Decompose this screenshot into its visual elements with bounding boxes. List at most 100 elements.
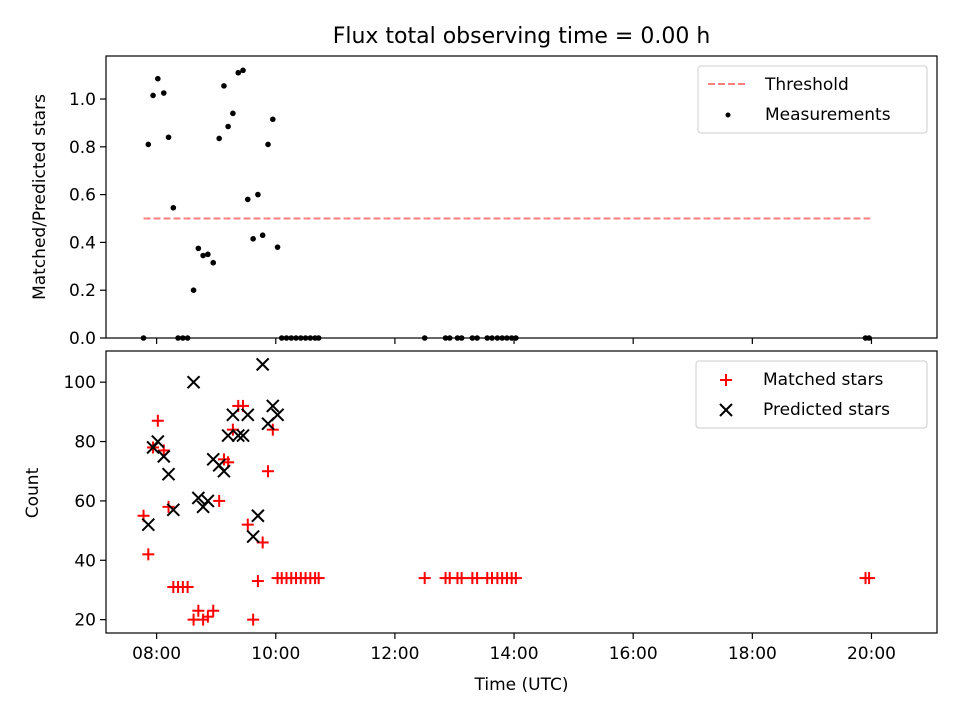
predicted-stars-series	[141, 357, 285, 544]
measurement-point	[244, 196, 251, 203]
bottom-panel: 20 40 60 80 100 08:00 10:00 12:00 14:00 16:00 18:0…	[64, 350, 938, 664]
top-axes-frame	[105, 55, 938, 339]
predicted-stars-point	[241, 408, 255, 422]
predicted-stars-point	[246, 529, 260, 544]
measurement-point	[230, 110, 236, 117]
top-ytick-label: 0.0	[69, 329, 96, 349]
bottom-axes-frame	[105, 350, 938, 634]
top-panel: 0.0 0.2 0.4 0.6 0.8 1.0	[69, 55, 938, 349]
matched-stars-legend-label: Matched stars	[763, 370, 883, 390]
measurement-point	[145, 141, 152, 148]
threshold-legend-label: Threshold	[764, 75, 849, 95]
matched-stars-point	[207, 604, 220, 617]
predicted-stars-point	[201, 494, 215, 508]
bottom-legend-frame	[695, 360, 928, 429]
measurement-point	[250, 236, 256, 242]
top-ytick-label: 0.6	[69, 186, 96, 206]
x-axis-label: Time (UTC)	[474, 675, 569, 695]
measurement-point	[216, 135, 222, 142]
xtick-label: 08:00	[132, 644, 181, 664]
xtick-label: 12:00	[370, 644, 419, 664]
bottom-ytick-label: 100	[64, 373, 96, 393]
predicted-stars-point	[151, 434, 165, 449]
bottom-ylabel: Count	[23, 467, 43, 518]
top-ylabel: Matched/Predicted stars	[30, 94, 50, 300]
top-legend-frame	[697, 65, 928, 134]
top-ytick-label: 1.0	[69, 90, 96, 110]
matched-stars-point	[213, 494, 226, 507]
top-ytick-label: 0.2	[69, 281, 96, 301]
xtick-label: 14:00	[490, 644, 539, 664]
measurement-point	[190, 287, 197, 294]
bottom-ytick-label: 20	[74, 611, 96, 631]
matched-stars-point	[241, 518, 254, 531]
measurement-point	[170, 204, 177, 211]
measurement-point	[225, 123, 231, 130]
matched-stars-point	[262, 465, 275, 478]
xtick-label: 10:00	[251, 644, 300, 664]
measurement-point	[274, 244, 281, 250]
measurement-point	[221, 83, 227, 89]
bottom-ytick-label: 60	[74, 492, 96, 512]
measurement-point	[235, 69, 242, 76]
measurements-legend-icon	[725, 112, 731, 118]
predicted-stars-legend-label: Predicted stars	[763, 400, 890, 420]
chart-title: Flux total observing time = 0.00 h	[333, 24, 711, 49]
measurement-point	[210, 259, 217, 266]
predicted-stars-point	[217, 464, 231, 478]
matched-stars-legend-icon	[720, 374, 732, 386]
xtick-label: 16:00	[609, 644, 658, 664]
predicted-stars-point	[236, 428, 250, 443]
measurement-point	[240, 67, 246, 74]
bottom-ytick-label: 40	[74, 551, 96, 571]
measurements-legend-label: Measurements	[765, 105, 891, 125]
matched-stars-point	[509, 572, 522, 585]
matched-stars-point	[863, 572, 876, 585]
predicted-stars-point	[161, 467, 176, 481]
measurement-point	[265, 141, 271, 148]
matched-stars-point	[418, 572, 431, 585]
matched-stars-point	[162, 500, 175, 513]
predicted-stars-point	[270, 408, 285, 422]
measurement-point	[165, 134, 172, 141]
measurement-point	[155, 75, 161, 82]
matched-stars-point	[181, 580, 194, 593]
predicted-stars-point	[226, 408, 240, 422]
measurement-point	[259, 232, 266, 239]
bottom-legend: Matched stars Predicted stars	[695, 360, 928, 429]
predicted-stars-point	[186, 375, 201, 389]
matched-stars-point	[312, 572, 325, 585]
xtick-label: 18:00	[728, 644, 777, 664]
measurement-point	[150, 92, 156, 99]
measurement-point	[205, 251, 211, 258]
predicted-stars-point	[251, 509, 265, 523]
predicted-stars-point	[255, 357, 270, 372]
xtick-label: 20:00	[847, 644, 896, 664]
predicted-stars-point	[141, 517, 156, 532]
predicted-stars-point	[266, 399, 280, 413]
matched-stars-point	[471, 572, 484, 585]
bottom-ytick-label: 80	[74, 433, 96, 453]
measurement-point	[269, 116, 276, 123]
matched-stars-point	[455, 572, 468, 585]
measurement-point	[255, 191, 261, 198]
matched-stars-point	[247, 613, 260, 626]
top-ytick-label: 0.8	[69, 138, 96, 158]
measurement-point	[195, 245, 202, 252]
matched-stars-point	[251, 575, 264, 588]
matched-stars-point	[142, 548, 155, 561]
predicted-stars-point	[157, 449, 171, 464]
matched-stars-series	[137, 399, 876, 626]
predicted-stars-point	[191, 491, 206, 505]
predicted-stars-point	[231, 428, 245, 443]
measurement-point	[160, 90, 167, 96]
top-ytick-label: 0.4	[69, 233, 96, 253]
predicted-stars-point	[166, 503, 181, 517]
predicted-stars-legend-icon	[719, 403, 733, 417]
predicted-stars-point	[221, 428, 235, 443]
measurement-point	[200, 252, 206, 259]
matched-stars-point	[201, 610, 214, 623]
matched-stars-point	[192, 604, 205, 617]
top-legend: Threshold Measurements	[697, 65, 928, 134]
